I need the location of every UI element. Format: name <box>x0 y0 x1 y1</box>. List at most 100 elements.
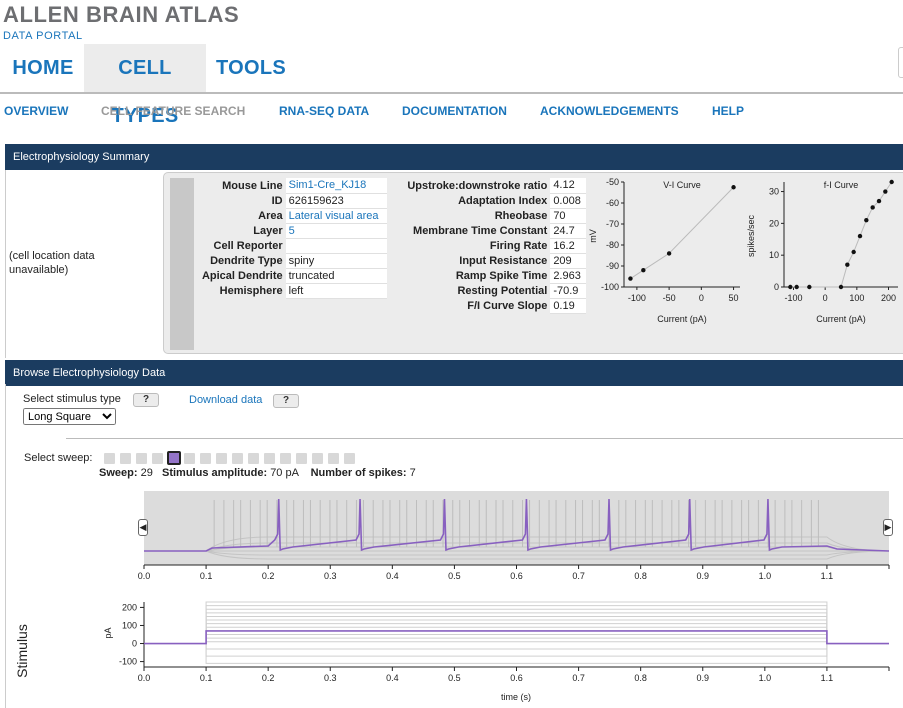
feature-value: 4.12 <box>550 178 586 194</box>
stimulus-type-label: Select stimulus type <box>23 393 121 405</box>
subnav-documentation[interactable]: DOCUMENTATION <box>402 104 507 118</box>
meta-key: Apical Dendrite <box>194 268 286 283</box>
sweep-square[interactable] <box>167 451 181 465</box>
table-row: Firing Rate 16.2 <box>395 238 586 254</box>
browse-ephys-header: Browse Electrophysiology Data <box>5 360 903 386</box>
download-help-button[interactable]: ? <box>273 394 299 408</box>
stimulus-help-button[interactable]: ? <box>133 393 159 407</box>
subnav-cell-feature-search[interactable]: CELL FEATURE SEARCH <box>101 104 246 118</box>
ephys-summary-header: Electrophysiology Summary <box>5 144 903 170</box>
feature-value: 24.7 <box>550 223 586 239</box>
gray-stimulus <box>144 641 889 645</box>
x-tick-label: 0.4 <box>386 571 399 581</box>
sweep-square[interactable] <box>264 453 275 464</box>
fi-chart-title: f-I Curve <box>824 180 859 190</box>
x-tick-label: 0.8 <box>634 571 647 581</box>
meta-value-dendrite-type: spiny <box>285 253 387 269</box>
meta-key: Area <box>194 208 286 223</box>
spike-count-key: Number of spikes: <box>310 467 407 479</box>
stimulus-x-label: time (s) <box>501 692 531 702</box>
feature-value: 2.963 <box>550 268 586 284</box>
y-tick-label: 100 <box>122 620 137 630</box>
y-tick-label: 10 <box>769 250 779 260</box>
ephys-summary-panel <box>5 170 903 358</box>
meta-key: Mouse Line <box>194 178 286 193</box>
x-tick-label: 0.4 <box>386 673 399 683</box>
x-tick-label: 0.0 <box>138 673 151 683</box>
sweep-square[interactable] <box>120 453 131 464</box>
brand-title[interactable]: ALLEN BRAIN ATLAS <box>3 2 240 27</box>
metadata-table: Mouse Line Sim1-Cre_KJ18 ID 626159623 Area… <box>194 178 387 299</box>
meta-value-area[interactable]: Lateral visual area <box>285 208 387 224</box>
stimulus-type-select[interactable]: Long Square <box>23 408 116 425</box>
meta-value-apical-dendrite: truncated <box>285 268 387 284</box>
download-data-link[interactable]: Download data <box>189 394 263 406</box>
gray-stimulus <box>144 637 889 645</box>
data-point <box>889 179 894 185</box>
stimulus-x-ticks: 0.0 0.1 0.2 0.3 0.4 0.5 0.6 0.7 0.8 0.9 1.0 1.1 <box>138 667 890 683</box>
prev-sweep-button[interactable]: ◀ <box>138 519 148 536</box>
x-tick-label: 0.3 <box>324 571 337 581</box>
y-tick-label: -100 <box>119 657 137 667</box>
table-row: ID 626159623 <box>194 193 387 209</box>
nav-tab-home[interactable]: HOME <box>12 57 74 79</box>
x-tick-label: 0.6 <box>510 673 523 683</box>
y-tick-label: -60 <box>606 198 619 208</box>
data-point <box>870 205 875 210</box>
sweep-square[interactable] <box>184 453 195 464</box>
nav-tab-cell-types[interactable]: CELL TYPES <box>84 44 206 127</box>
sweep-square[interactable] <box>280 453 291 464</box>
vi-chart-title: V-I Curve <box>663 180 701 190</box>
feature-key: Ramp Spike Time <box>395 268 551 283</box>
sweep-square[interactable] <box>136 453 147 464</box>
x-tick-label: 0.7 <box>572 571 585 581</box>
data-point <box>864 217 869 223</box>
voltage-trace-chart: 0.0 0.1 0.2 0.3 0.4 0.5 0.6 0.7 0.8 0.9 1.0 1.1 <box>138 498 890 581</box>
x-tick-label: 1.1 <box>821 571 834 581</box>
vi-x-label: Current (pA) <box>657 314 707 324</box>
subnav-help[interactable]: HELP <box>712 104 745 118</box>
sweep-square[interactable] <box>152 453 163 464</box>
sweep-square[interactable] <box>104 453 115 464</box>
vi-points <box>628 185 736 281</box>
sweep-square[interactable] <box>248 453 259 464</box>
sweep-square[interactable] <box>232 453 243 464</box>
sweep-square[interactable] <box>328 453 339 464</box>
gray-trace <box>144 536 890 552</box>
vi-x-ticks: -100 -50 0 50 <box>628 287 739 303</box>
y-tick-label: -50 <box>606 177 619 187</box>
sweep-square[interactable] <box>344 453 355 464</box>
gray-stimulus <box>144 643 889 657</box>
sweep-square[interactable] <box>296 453 307 464</box>
subnav-rna-seq-data[interactable]: RNA-SEQ DATA <box>279 104 370 118</box>
sweep-square[interactable] <box>216 453 227 464</box>
sweep-square[interactable] <box>312 453 323 464</box>
x-tick-label: 1.0 <box>759 571 772 581</box>
meta-value-layer[interactable]: 5 <box>285 223 387 239</box>
subnav-acknowledgements[interactable]: ACKNOWLEDGEMENTS <box>540 104 679 118</box>
meta-value-mouse-line[interactable]: Sim1-Cre_KJ18 <box>285 178 387 194</box>
fi-x-label: Current (pA) <box>816 314 866 324</box>
meta-value-id: 626159623 <box>285 193 387 209</box>
table-row: Area Lateral visual area <box>194 208 387 224</box>
gray-stimulus <box>144 612 889 645</box>
gray-stimulus <box>144 643 889 664</box>
nav-tab-tools[interactable]: TOOLS <box>216 57 287 79</box>
data-point <box>666 251 672 256</box>
search-input[interactable] <box>898 47 903 78</box>
y-tick-label: -70 <box>606 219 619 229</box>
table-row: Layer 5 <box>194 223 387 239</box>
fi-points <box>788 179 894 290</box>
data-point <box>857 233 863 239</box>
data-point <box>731 185 736 190</box>
subnav-overview[interactable]: OVERVIEW <box>4 104 69 118</box>
sweep-square[interactable] <box>200 453 211 464</box>
nav-divider <box>0 92 903 94</box>
next-sweep-button[interactable]: ▶ <box>883 519 893 536</box>
table-row: Membrane Time Constant 24.7 <box>395 223 586 239</box>
table-row: Adaptation Index 0.008 <box>395 193 586 209</box>
data-point <box>788 284 793 290</box>
x-tick-label: 0.3 <box>324 673 337 683</box>
data-point <box>851 249 856 255</box>
